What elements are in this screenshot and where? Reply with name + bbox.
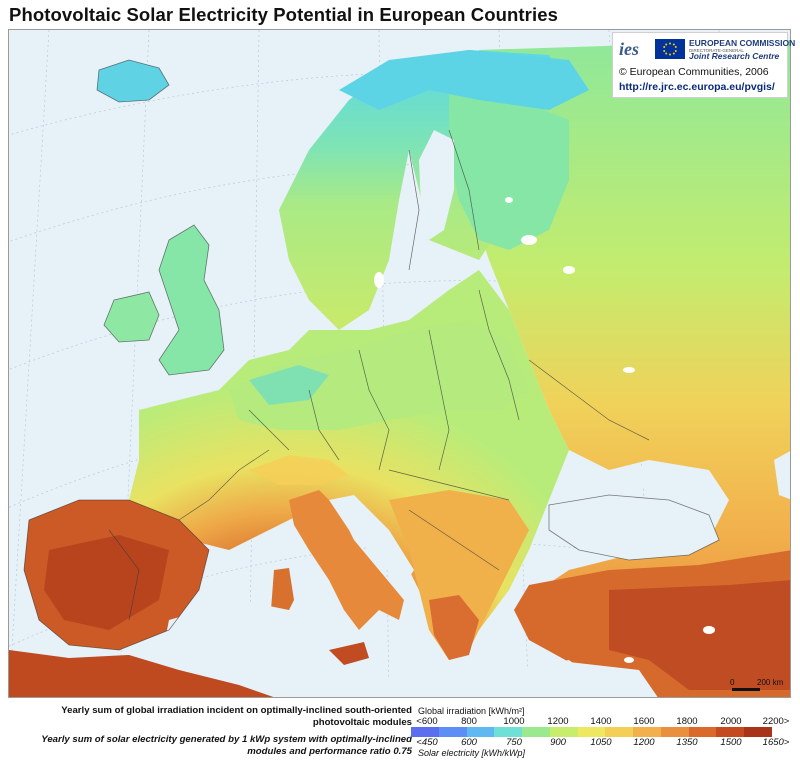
- irradiation-tick: 1400: [590, 716, 612, 727]
- legend-swatch: [522, 727, 550, 737]
- legend-swatch: [411, 727, 439, 737]
- centre-name: Joint Research Centre: [689, 51, 780, 61]
- electricity-tick: 1050: [590, 737, 612, 748]
- eu-flag-icon: [655, 39, 685, 59]
- irradiation-tick: 1000: [503, 716, 525, 727]
- irradiation-tick: 800: [461, 716, 477, 727]
- legend-swatch: [577, 727, 606, 737]
- irradiation-tick: 1800: [676, 716, 698, 727]
- electricity-tick: 1200: [633, 737, 655, 748]
- legend-swatch: [438, 727, 467, 737]
- scale-end-label: 200 km: [757, 678, 784, 687]
- color-ramp-legend: [411, 727, 772, 737]
- organization-sub-label: DIRECTORATE-GENERAL: [689, 48, 744, 53]
- legend-swatch: [549, 727, 578, 737]
- pvgis-link[interactable]: http://re.jrc.ec.europa.eu/pvgis/: [619, 81, 775, 93]
- electricity-tick: 1350: [676, 737, 698, 748]
- irradiation-tick: 1600: [633, 716, 655, 727]
- copyright-text: © European Communities, 2006: [619, 66, 769, 78]
- irradiation-tick: <600: [416, 716, 438, 727]
- legend-swatch: [660, 727, 689, 737]
- jrc-logo-panel: ies EUROPEAN COMMISSION DIRECTORATE-GENE…: [612, 32, 795, 98]
- scale-bar: 0 200 km: [730, 678, 790, 694]
- legend-swatch: [716, 727, 745, 737]
- electricity-tick: <450: [416, 737, 438, 748]
- electricity-description: Yearly sum of solar electricity generate…: [41, 734, 412, 757]
- irradiation-unit-label: Global irradiation [kWh/m²]: [418, 706, 525, 716]
- electricity-tick: 900: [550, 737, 566, 748]
- legend-swatch: [688, 727, 717, 737]
- electricity-tick: 1500: [720, 737, 742, 748]
- legend-swatch: [633, 727, 661, 737]
- legend-swatch: [494, 727, 523, 737]
- electricity-tick: 600: [461, 737, 477, 748]
- irradiation-description: Yearly sum of global irradiation inciden…: [61, 705, 412, 728]
- legend-swatch: [744, 727, 772, 737]
- map-title: Photovoltaic Solar Electricity Potential…: [9, 4, 558, 25]
- solar-potential-map[interactable]: [8, 29, 791, 698]
- scale-start-label: 0: [730, 678, 735, 687]
- irradiation-tick: 2200>: [762, 716, 790, 727]
- irradiation-ticks: <600 800 1000 1200 1400 1600 1800 2000 2…: [414, 716, 800, 728]
- scale-bar-line: [732, 688, 760, 691]
- organization-name: EUROPEAN COMMISSION: [689, 38, 796, 48]
- irradiation-tick: 2000: [720, 716, 742, 727]
- legend-swatch: [605, 727, 634, 737]
- electricity-tick: 1650>: [762, 737, 790, 748]
- irradiation-tick: 1200: [547, 716, 569, 727]
- electricity-tick: 750: [506, 737, 522, 748]
- legend-swatch: [466, 727, 495, 737]
- electricity-unit-label: Solar electricity [kWh/kWp]: [418, 748, 526, 758]
- ies-logo: ies: [619, 39, 639, 59]
- electricity-ticks: <450 600 750 900 1050 1200 1350 1500 165…: [414, 737, 800, 749]
- europe-map-graphic: [9, 30, 790, 697]
